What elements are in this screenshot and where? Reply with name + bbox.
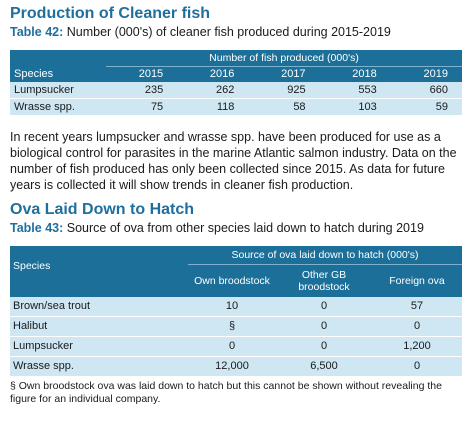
row-species: Lumpsucker <box>10 336 188 357</box>
table-43-caption: Table 43: Source of ova from other speci… <box>10 220 462 236</box>
cell-value: 0 <box>188 336 276 357</box>
cell-value: 553 <box>319 81 391 99</box>
table-42-col-year: 2017 <box>281 68 306 80</box>
cell-value: 925 <box>248 81 320 99</box>
table-42: Number of fish produced (000's) Species … <box>10 50 462 115</box>
table-42-span-header: Number of fish produced (000's) <box>106 50 462 67</box>
table-42-label: Table 42: <box>10 25 64 39</box>
cell-value: 75 <box>150 100 164 113</box>
table-row: Wrasse spp. 12,000 6,500 0 <box>10 356 462 377</box>
section-title-cleaner-fish: Production of Cleaner fish <box>10 5 211 22</box>
row-species: Brown/sea trout <box>10 296 188 317</box>
table-43-col-foreign-ova: Foreign ova <box>389 274 445 287</box>
cell-value: 58 <box>293 100 306 113</box>
table-row: Brown/sea trout 10 0 57 <box>10 296 462 317</box>
table-43-caption-text: Source of ova from other species laid do… <box>63 220 424 235</box>
table-row: Wrasse spp. 75 118 58 103 59 <box>10 98 462 115</box>
table-42-caption-text: Number (000's) of cleaner fish produced … <box>63 25 391 39</box>
row-species: Wrasse spp. <box>10 356 188 377</box>
table-42-col-year: 2018 <box>352 68 377 80</box>
cell-value: 12,000 <box>188 356 276 377</box>
cell-value: 0 <box>276 296 372 317</box>
cell-value: 59 <box>435 100 448 113</box>
table-row: Halibut § 0 0 <box>10 316 462 337</box>
cell-value: 1,200 <box>372 336 462 357</box>
table-42-header-row: Species 2015 2016 2017 2018 2019 <box>10 66 462 82</box>
body-paragraph: In recent years lumpsucker and wrasse sp… <box>10 129 457 192</box>
cell-value: 262 <box>177 81 249 99</box>
cell-value: 118 <box>216 100 235 113</box>
table-42-col-year: 2019 <box>423 68 448 80</box>
table-43-span-header: Source of ova laid down to hatch (000's) <box>188 245 462 265</box>
table-43-footnote: § Own broodstock ova was laid down to ha… <box>10 379 442 405</box>
cell-value: 0 <box>276 316 372 337</box>
section-title-ova: Ova Laid Down to Hatch <box>10 200 195 218</box>
table-42-col-year: 2016 <box>209 68 235 80</box>
table-43-col-species: Species <box>13 259 51 272</box>
table-43-col-other-gb-broodstock: Other GB broodstock <box>298 268 350 293</box>
table-43: Species Source of ova laid down to hatch… <box>10 245 462 377</box>
row-species: Wrasse spp. <box>14 100 75 113</box>
row-species: Lumpsucker <box>10 81 106 99</box>
page: Production of Cleaner fish Table 42: Num… <box>10 5 462 406</box>
cell-value: 0 <box>372 356 462 377</box>
table-43-col-own-broodstock: Own broodstock <box>194 274 270 287</box>
table-43-label: Table 43: <box>10 220 64 235</box>
cell-value: 235 <box>106 81 178 99</box>
cell-value: § <box>188 316 276 337</box>
cell-value: 0 <box>276 336 372 357</box>
table-42-col-year: 2015 <box>138 68 164 80</box>
table-43-header-row: Own broodstock Other GB broodstock Forei… <box>10 264 462 297</box>
cell-value: 6,500 <box>276 356 372 377</box>
table-row: Lumpsucker 235 262 925 553 660 <box>10 81 462 99</box>
cell-value: 10 <box>188 296 276 317</box>
table-42-col-species: Species <box>14 67 54 80</box>
table-42-caption: Table 42: Number (000's) of cleaner fish… <box>10 24 462 40</box>
cell-value: 660 <box>390 81 462 99</box>
cell-value: 0 <box>372 316 462 337</box>
row-species: Halibut <box>10 316 188 337</box>
cell-value: 57 <box>372 296 462 317</box>
table-row: Lumpsucker 0 0 1,200 <box>10 336 462 357</box>
cell-value: 103 <box>358 100 377 113</box>
